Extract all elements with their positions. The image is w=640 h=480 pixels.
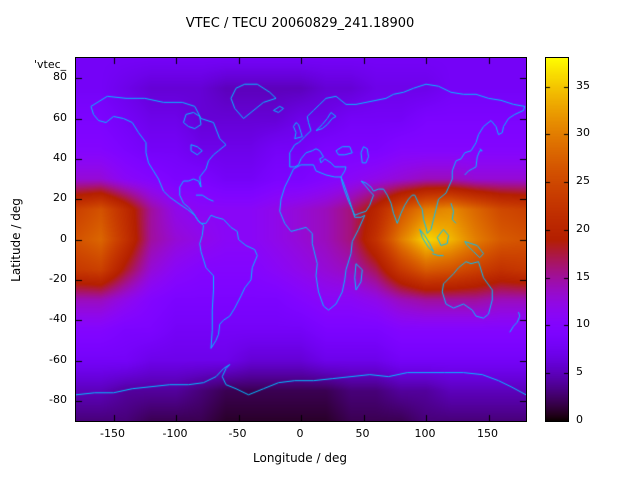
colorbar-tick-label: 5 <box>576 365 583 379</box>
y-tick-label: -60 <box>49 352 67 366</box>
y-tick-label: 60 <box>53 110 67 124</box>
colorbar-tick-label: 25 <box>576 174 590 188</box>
x-tick-label: 50 <box>355 427 370 440</box>
colorbar-tick-label: 35 <box>576 78 590 92</box>
x-tick-label: 150 <box>477 427 498 440</box>
x-tick-label: -50 <box>228 427 247 440</box>
colorbar-tick-label: 30 <box>576 126 590 140</box>
x-tick-label: 0 <box>296 427 304 440</box>
y-axis-label: Latitude / deg <box>9 198 23 282</box>
colorbar-tick-label: 15 <box>576 269 590 283</box>
vtec-heatmap-canvas <box>76 58 526 421</box>
y-tick-label: -80 <box>49 392 67 406</box>
legend-key-label: 'vtec_ <box>34 58 67 71</box>
plot-area <box>75 57 527 422</box>
y-tick-label: -40 <box>49 312 67 326</box>
y-tick-label: 20 <box>53 191 67 205</box>
y-tick-label: 0 <box>60 231 67 245</box>
colorbar-gradient-canvas <box>546 58 568 421</box>
x-tick-label: -150 <box>100 427 125 440</box>
colorbar-tick-label: 0 <box>576 413 583 426</box>
plot-title: VTEC / TECU 20060829_241.18900 <box>185 16 415 31</box>
y-tick-label: 40 <box>53 150 67 164</box>
colorbar-tick-label: 20 <box>576 221 590 235</box>
y-tick-label: -20 <box>49 271 67 285</box>
x-tick-label: 100 <box>414 427 436 440</box>
colorbar <box>545 57 569 422</box>
x-tick-label: -100 <box>162 427 188 440</box>
x-axis-label: Longitude / deg <box>253 451 347 465</box>
y-tick-label: 80 <box>53 70 67 84</box>
colorbar-tick-label: 10 <box>576 317 590 331</box>
